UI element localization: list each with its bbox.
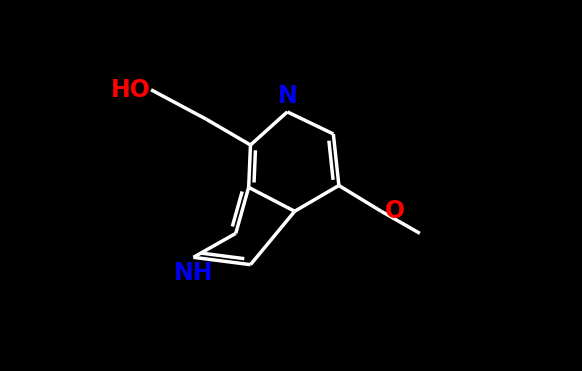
Text: NH: NH [173,261,213,285]
Text: N: N [278,84,297,108]
Text: HO: HO [111,78,151,102]
Text: O: O [385,199,405,223]
